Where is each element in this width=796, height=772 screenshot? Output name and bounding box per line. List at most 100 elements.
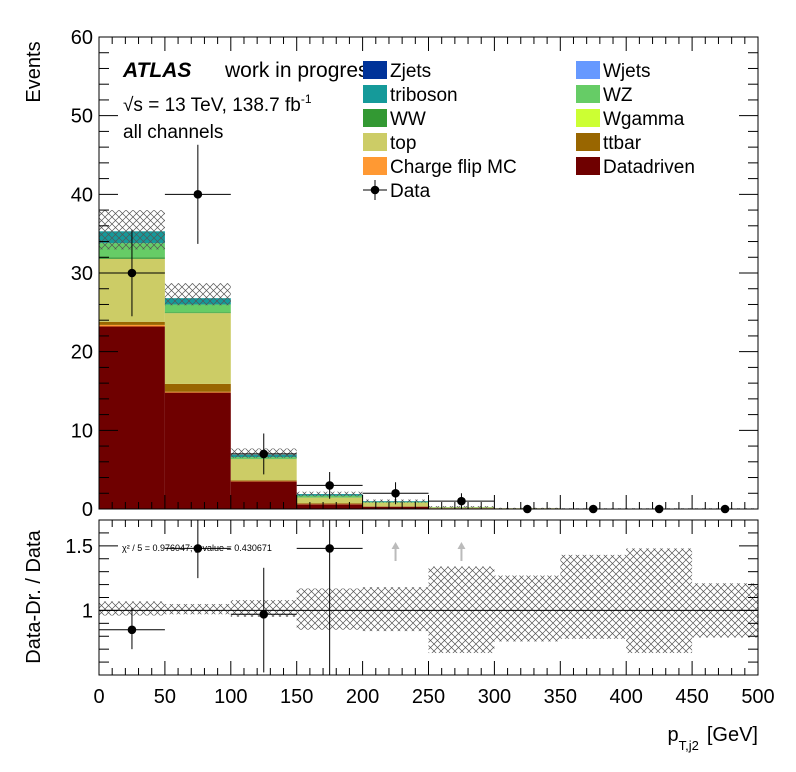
x-axis-label-unit: [GeV] [707, 724, 758, 746]
x-tick-label: 0 [93, 686, 104, 708]
legend-entry-datadriven: Datadriven [576, 157, 695, 178]
legend-label: WZ [603, 85, 633, 106]
legend-swatch [576, 109, 600, 127]
ratio-y-axis: 11.5 [65, 519, 758, 676]
data-point-bin-1 [164, 144, 231, 244]
x-tick-label: 500 [741, 686, 774, 708]
legend-entry-wjets: Wjets [576, 61, 651, 82]
legend-entry-ttbar: ttbar [576, 133, 642, 154]
stack-bar-ttbar-bin-2 [230, 480, 297, 482]
legend-swatch [363, 157, 387, 175]
ratio-band-bin-5 [428, 566, 495, 654]
channel-label: all channels [123, 122, 223, 143]
ratio-band-bin-6 [494, 575, 561, 642]
y-tick-label: 60 [71, 27, 93, 49]
data-point-bin-4 [362, 482, 429, 505]
legend-entry-data: Data [363, 180, 431, 202]
ratio-marker [259, 609, 269, 619]
legend-entry-wz: WZ [576, 85, 633, 106]
x-tick-label: 100 [214, 686, 247, 708]
ratio-uncertainty-band [99, 548, 758, 654]
main-x-axis-ticks [98, 37, 759, 509]
y-tick-label: 50 [71, 106, 93, 128]
data-marker-bin-4 [391, 488, 400, 498]
ratio-offscale-arrow-0 [391, 542, 400, 561]
x-axis-label: pT,j2 [GeV] [668, 724, 759, 753]
legend-swatch [363, 85, 387, 103]
stack-bar-datadriven-bin-1 [164, 392, 231, 509]
ratio-points [99, 520, 363, 675]
legend-label: Data [390, 181, 431, 202]
ratio-point-3 [296, 520, 363, 675]
legend-swatch [363, 61, 387, 79]
y-tick-label: 0 [82, 499, 93, 521]
energy-label-text: √s = 13 TeV, 138.7 fb [123, 95, 301, 116]
ratio-band-bin-7 [560, 554, 627, 639]
x-tick-label: 200 [346, 686, 379, 708]
stack-bar-ttbar-bin-3 [296, 503, 363, 504]
y-tick-label: 10 [71, 420, 93, 442]
stack-bar-wz-bin-1 [164, 304, 231, 313]
stack-bar-top-bin-4 [362, 502, 429, 507]
ratio-y-axis-label: Data-Dr. / Data [23, 529, 45, 663]
y-tick-label: 30 [71, 263, 93, 285]
legend-entry-charge-flip-mc: Charge flip MC [363, 157, 517, 178]
data-marker-bin-5 [457, 496, 466, 506]
legend-swatch [576, 157, 600, 175]
ratio-y-tick-label: 1 [82, 600, 93, 622]
stack-bar-datadriven-bin-3 [296, 504, 363, 509]
stack-bar-top-bin-3 [296, 497, 363, 504]
stack-bar-datadriven-bin-4 [362, 506, 429, 509]
x-tick-label: 50 [154, 686, 176, 708]
ratio-band-bin-8 [626, 548, 693, 654]
stack-bar-top-bin-1 [164, 313, 231, 384]
ratio-band-bin-1 [164, 603, 231, 615]
legend-entry-triboson: triboson [363, 85, 458, 106]
legend-label: Wgamma [603, 109, 685, 130]
legend-entry-ww: WW [363, 109, 426, 130]
legend-swatch [363, 133, 387, 151]
ratio-point-2 [230, 567, 297, 673]
stack-bar-ttbar-bin-0 [99, 321, 165, 325]
legend-swatch [576, 85, 600, 103]
legend-label: top [390, 133, 416, 154]
arrow-head [457, 542, 466, 549]
legend-label: Charge flip MC [390, 157, 517, 178]
data-point-bin-3 [296, 472, 363, 499]
legend-label: triboson [390, 85, 458, 106]
x-axis-label-sub: T,j2 [679, 738, 699, 753]
stack-bar-charge-flip-mc-bin-0 [99, 324, 165, 327]
legend-label: ttbar [603, 133, 642, 154]
legend-entry-wgamma: Wgamma [576, 109, 685, 130]
legend-entry-top: top [363, 133, 416, 154]
x-tick-label: 300 [478, 686, 511, 708]
legend-swatch [576, 61, 600, 79]
data-marker-bin-3 [325, 481, 334, 490]
x-tick-label: 250 [412, 686, 445, 708]
main-y-axis-label: Events [23, 41, 45, 102]
stacked-histogram [99, 231, 561, 509]
chi2-text: χ² / 5 = 0.976047; p value = 0.430671 [122, 543, 272, 553]
uncertainty-band-bin-1 [164, 283, 231, 306]
x-tick-label: 450 [675, 686, 708, 708]
ratio-marker [127, 625, 137, 635]
ratio-y-tick-label: 1.5 [65, 536, 93, 558]
ratio-point-0 [99, 607, 165, 650]
energy-label-exponent: -1 [301, 92, 312, 106]
stack-bar-ww-bin-1 [164, 312, 231, 314]
legend-swatch [363, 109, 387, 127]
y-tick-label: 40 [71, 184, 93, 206]
main-histogram-panel: 0 10 20 30 40 50 60 Events ATLAS work in progr… [23, 27, 759, 521]
x-tick-label: 400 [610, 686, 643, 708]
ratio-marker [193, 544, 203, 553]
energy-label: √s = 13 TeV, 138.7 fb-1 [123, 92, 312, 116]
data-point-bin-2 [230, 433, 297, 475]
legend-entry-zjets: Zjets [363, 61, 431, 82]
x-axis-label-main: p [668, 724, 679, 746]
arrow-head [391, 542, 400, 549]
legend: Zjets triboson WW top Charge flip MC Data Wjet… [363, 61, 695, 202]
ratio-offscale-arrows [391, 542, 466, 561]
y-tick-label: 20 [71, 342, 93, 364]
data-marker-bin-1 [193, 190, 203, 199]
ratio-band-bin-4 [362, 587, 429, 632]
